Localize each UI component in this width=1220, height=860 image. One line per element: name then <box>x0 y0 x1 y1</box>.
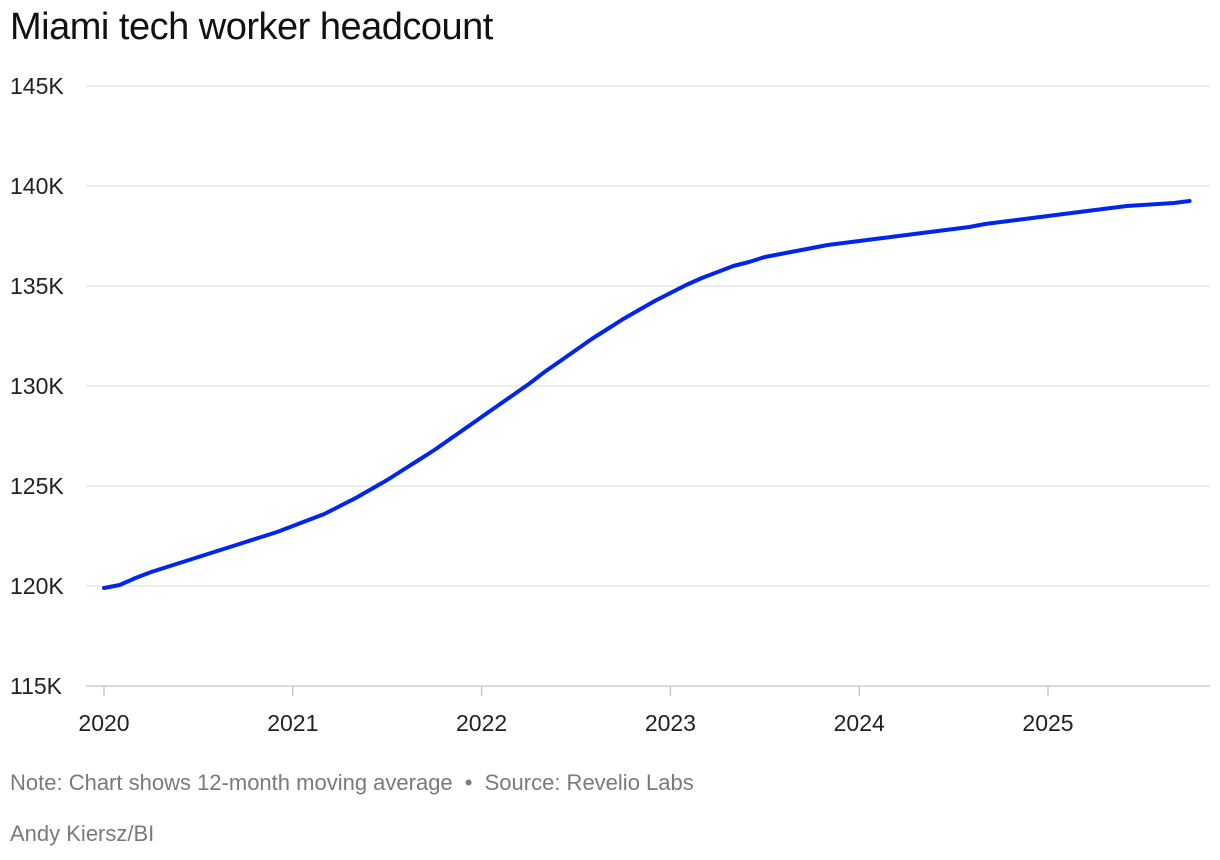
x-tick-label-2024: 2024 <box>834 710 885 736</box>
x-tick-label-2022: 2022 <box>456 710 507 736</box>
gridlines <box>86 85 1210 687</box>
y-tick-label-130K: 130K <box>10 373 64 399</box>
y-axis-tick-labels: 115K 120K 125K 130K 135K 140K 145K <box>10 73 64 699</box>
y-tick-label-135K: 135K <box>10 273 64 299</box>
note-separator: • <box>464 770 473 795</box>
series-group <box>102 199 1192 590</box>
x-axis-ticks: 2020 2021 2022 2023 2024 2025 <box>78 686 1074 736</box>
chart-credit: Andy Kiersz/BI <box>10 821 155 846</box>
y-tick-label-140K: 140K <box>10 173 64 199</box>
y-tick-label-115K: 115K <box>10 673 63 699</box>
x-tick-label-2023: 2023 <box>645 710 696 736</box>
y-tick-label-125K: 125K <box>10 473 64 499</box>
x-tick-label-2021: 2021 <box>267 710 318 736</box>
x-tick-label-2025: 2025 <box>1022 710 1073 736</box>
x-tick-label-2020: 2020 <box>78 710 129 736</box>
y-tick-label-120K: 120K <box>10 573 64 599</box>
y-tick-label-145K: 145K <box>10 73 64 99</box>
chart-title: Miami tech worker headcount <box>10 6 493 48</box>
note-text: Note: Chart shows 12-month moving averag… <box>10 770 453 795</box>
source-text: Source: Revelio Labs <box>484 770 694 795</box>
series-line-0 <box>102 199 1192 590</box>
chart-note: Note: Chart shows 12-month moving averag… <box>10 770 694 796</box>
